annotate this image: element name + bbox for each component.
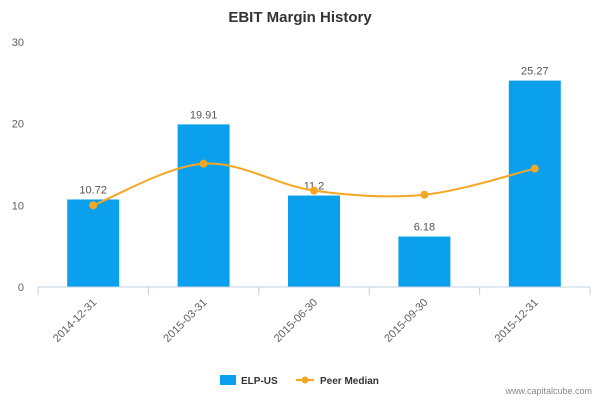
legend-swatch-marker-peer-median	[301, 376, 309, 384]
x-tick-label: 2015-09-30	[382, 297, 430, 345]
peer-median-point-2015-09-30[interactable]	[420, 190, 429, 199]
bar-value-label: 25.27	[521, 66, 549, 78]
y-tick-label: 30	[12, 37, 24, 49]
credit-text: www.capitalcube.com	[504, 386, 592, 396]
y-tick-label: 20	[12, 119, 24, 131]
bar-2015-03-31[interactable]	[177, 124, 230, 287]
x-tick-label: 2015-12-31	[493, 297, 541, 345]
chart-title: EBIT Margin History	[228, 9, 372, 26]
y-tick-label: 10	[12, 200, 24, 212]
y-tick-label: 0	[18, 282, 24, 294]
peer-median-series	[89, 159, 539, 210]
x-tick-label: 2014-12-31	[51, 297, 99, 345]
bar-value-label: 6.18	[414, 222, 435, 234]
bar-2014-12-31[interactable]	[67, 199, 120, 287]
legend-label-peer-median: Peer Median	[320, 376, 379, 387]
bar-2015-12-31[interactable]	[508, 80, 561, 288]
bar-2015-09-30[interactable]	[398, 236, 451, 287]
x-tick-label: 2015-06-30	[272, 297, 320, 345]
peer-median-point-2015-03-31[interactable]	[199, 159, 208, 168]
x-tick-label: 2015-03-31	[161, 297, 209, 345]
bar-2015-06-30[interactable]	[288, 195, 340, 287]
legend-swatch-elp-us	[220, 375, 236, 385]
legend[interactable]: ELP-US Peer Median	[220, 375, 379, 387]
legend-label-elp-us: ELP-US	[241, 376, 278, 387]
bar-series	[67, 80, 561, 288]
x-axis: 2014-12-31 2015-03-31 2015-06-30 2015-09-30…	[37, 286, 591, 345]
bar-value-label: 19.91	[190, 109, 218, 121]
peer-median-point-2014-12-31[interactable]	[89, 201, 98, 210]
y-axis: 0 10 20 30	[12, 37, 24, 294]
peer-median-point-2015-06-30[interactable]	[310, 186, 318, 195]
peer-median-point-2015-12-31[interactable]	[530, 164, 539, 173]
bar-value-label: 10.72	[79, 184, 107, 196]
